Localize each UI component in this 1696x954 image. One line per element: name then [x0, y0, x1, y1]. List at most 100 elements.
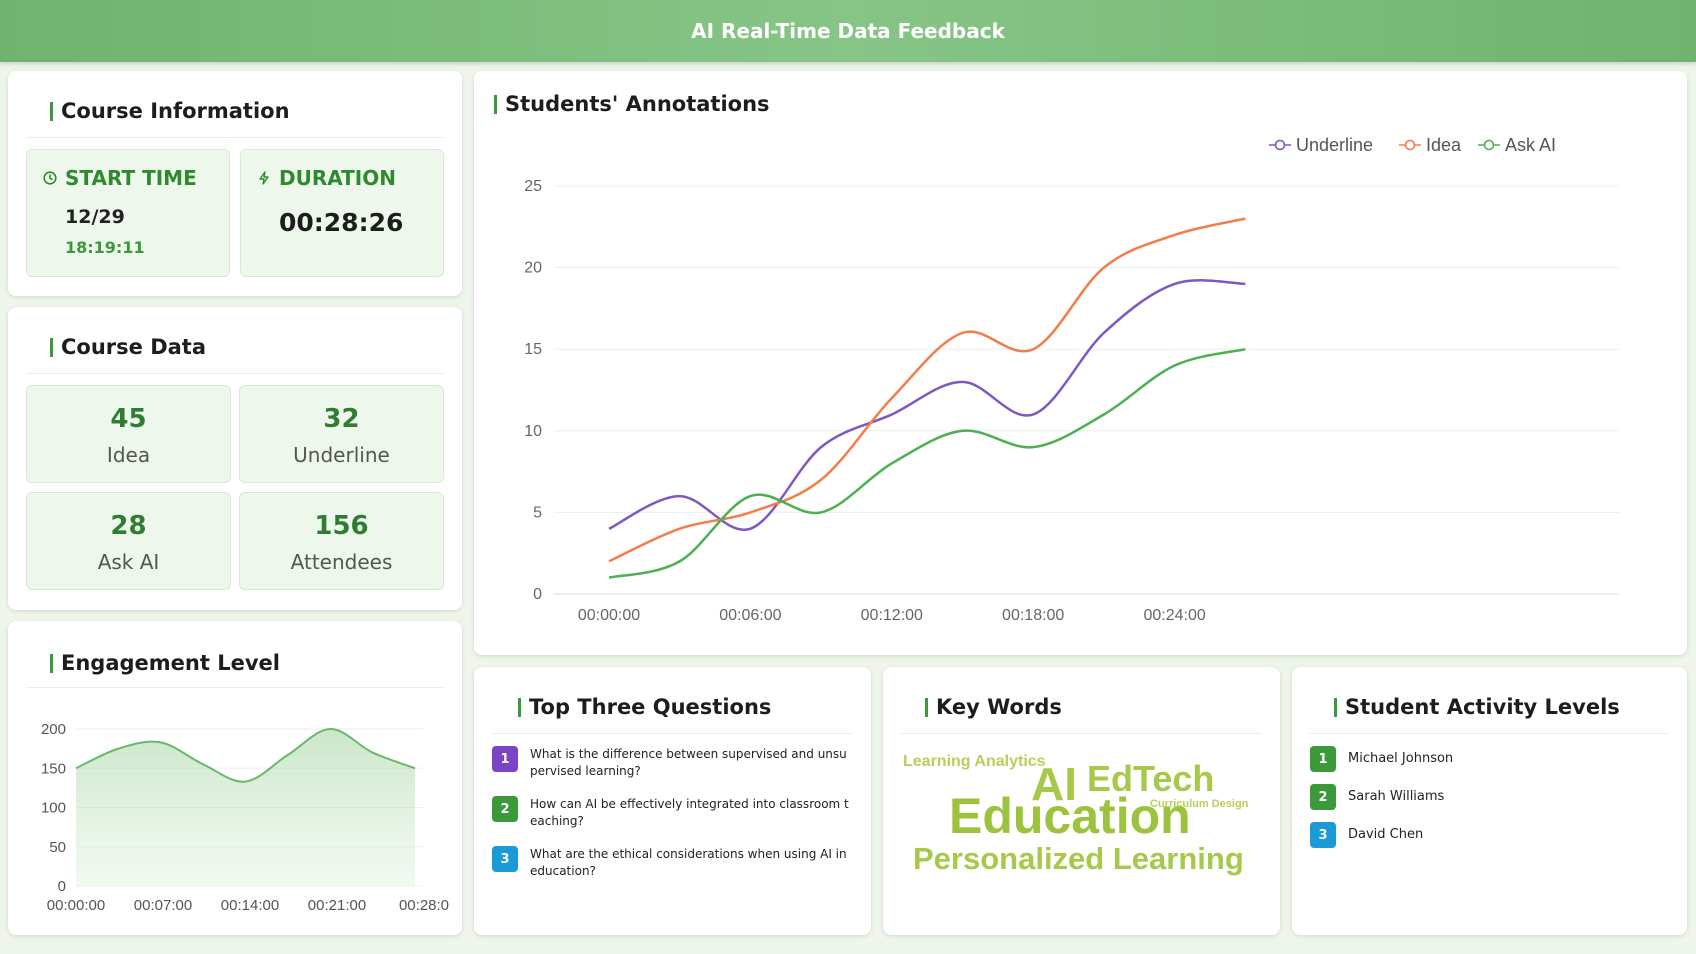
- y-tick-label: 50: [49, 839, 66, 856]
- stat-label: Underline: [293, 443, 390, 467]
- y-tick-label: 20: [524, 260, 542, 277]
- stat-tile-idea: 45 Idea: [26, 385, 231, 483]
- course-data-title: Course Data: [50, 335, 206, 359]
- engagement-area: [76, 728, 415, 886]
- divider: [26, 687, 444, 688]
- course-info-title-text: Course Information: [61, 99, 290, 123]
- clock-icon: [43, 171, 57, 185]
- x-tick-label: 00:18:00: [1002, 607, 1064, 624]
- x-tick-label: 00:00:00: [578, 607, 640, 624]
- stat-label: Idea: [106, 443, 151, 467]
- divider: [901, 733, 1262, 734]
- y-tick-label: 25: [524, 178, 542, 195]
- x-tick-label: 00:21:00: [308, 897, 366, 914]
- y-tick-label: 0: [533, 586, 542, 603]
- series-line: [608, 279, 1246, 532]
- lightning-icon: [259, 171, 269, 185]
- question-item[interactable]: 1 What is the difference between supervi…: [492, 746, 850, 780]
- y-tick-label: 150: [41, 760, 66, 777]
- course-data-card: Course Data 45 Idea 32 Underline 28 Ask …: [8, 307, 462, 610]
- student-item[interactable]: 1 Michael Johnson: [1310, 746, 1453, 772]
- start-time-tile: START TIME 12/29 18:19:11: [26, 149, 230, 277]
- annotations-card: Students' Annotations 0 5 10 15 20 25 00:00:00…: [474, 71, 1687, 655]
- start-date: 12/29: [65, 206, 125, 228]
- activity-title: Student Activity Levels: [1334, 695, 1620, 719]
- stat-value: 156: [314, 511, 369, 541]
- stat-label: Attendees: [290, 550, 393, 574]
- keywords-title-text: Key Words: [936, 695, 1062, 719]
- title-accent-bar: [494, 94, 497, 114]
- y-tick-label: 200: [41, 721, 66, 738]
- y-tick-label: 0: [58, 878, 66, 895]
- title-accent-bar: [50, 101, 53, 121]
- title-accent-bar: [925, 697, 928, 717]
- questions-title-text: Top Three Questions: [529, 695, 772, 719]
- start-time-value: 18:19:11: [65, 238, 145, 257]
- rank-badge: 2: [1310, 784, 1336, 810]
- title-accent-bar: [1334, 697, 1337, 717]
- divider: [26, 373, 444, 374]
- student-name: David Chen: [1348, 827, 1424, 842]
- duration-value: 00:28:26: [279, 208, 404, 237]
- start-time-label: START TIME: [43, 166, 197, 190]
- stat-value: 45: [110, 404, 147, 434]
- course-data-title-text: Course Data: [61, 335, 207, 359]
- legend-marker: [1274, 139, 1286, 151]
- legend-label: Ask AI: [1505, 135, 1556, 155]
- engagement-line: [75, 727, 416, 783]
- x-tick-label: 00:06:00: [719, 607, 781, 624]
- y-tick-label: 100: [41, 800, 66, 817]
- rank-badge: 2: [492, 796, 518, 822]
- course-info-title: Course Information: [50, 99, 290, 123]
- page-title: AI Real-Time Data Feedback: [691, 19, 1005, 43]
- title-accent-bar: [50, 653, 53, 673]
- y-tick-label: 10: [524, 423, 542, 440]
- question-item[interactable]: 2 How can AI be effectively integrated i…: [492, 796, 850, 830]
- keyword: Learning Analytics: [903, 753, 1046, 770]
- questions-card: Top Three Questions 1 What is the differ…: [474, 667, 871, 935]
- y-tick-label: 5: [533, 504, 542, 521]
- x-tick-label: 00:28:0: [399, 897, 449, 914]
- x-tick-label: 00:07:00: [134, 897, 192, 914]
- x-tick-label: 00:12:00: [861, 607, 923, 624]
- y-tick-label: 15: [524, 341, 542, 358]
- stat-value: 32: [323, 404, 360, 434]
- student-name: Michael Johnson: [1348, 751, 1454, 766]
- engagement-card: Engagement Level 0 50 100 150 200 00:00:00 00:…: [8, 621, 462, 935]
- rank-badge: 3: [492, 846, 518, 872]
- keyword: Personalized Learning: [913, 841, 1244, 876]
- legend-marker: [1404, 139, 1416, 151]
- engagement-title-text: Engagement Level: [61, 651, 280, 675]
- engagement-title: Engagement Level: [50, 651, 280, 675]
- question-text: What are the ethical considerations when…: [530, 847, 847, 878]
- question-item[interactable]: 3 What are the ethical considerations wh…: [492, 846, 850, 880]
- student-item[interactable]: 2 Sarah Williams: [1310, 784, 1444, 810]
- x-tick-label: 00:14:00: [221, 897, 279, 914]
- legend-label: Idea: [1426, 135, 1462, 155]
- student-item[interactable]: 3 David Chen: [1310, 822, 1423, 848]
- stat-tile-ask-ai: 28 Ask AI: [26, 492, 231, 590]
- rank-badge: 3: [1310, 822, 1336, 848]
- activity-card: Student Activity Levels 1 Michael Johnso…: [1292, 667, 1687, 935]
- student-name: Sarah Williams: [1348, 789, 1445, 804]
- keyword: Curriculum Design: [1150, 798, 1249, 810]
- rank-badge: 1: [1310, 746, 1336, 772]
- title-accent-bar: [518, 697, 521, 717]
- x-tick-label: 00:24:00: [1143, 607, 1205, 624]
- stat-label: Ask AI: [97, 550, 160, 574]
- divider: [492, 733, 853, 734]
- annotations-chart: 0 5 10 15 20 25 00:00:00 00:06:00 00:12:00 00:18:…: [524, 135, 1619, 624]
- word-cloud: Learning Analytics AI EdTech Curriculum …: [903, 753, 1249, 876]
- rank-badge: 1: [492, 746, 518, 772]
- keyword: AI: [1031, 758, 1077, 810]
- course-info-card: Course Information START TIME 12/29 18:1…: [8, 71, 462, 296]
- series-line: [608, 217, 1246, 563]
- legend-label: Underline: [1296, 135, 1373, 155]
- activity-title-text: Student Activity Levels: [1345, 695, 1620, 719]
- keyword: EdTech: [1087, 758, 1214, 799]
- annotations-title: Students' Annotations: [494, 92, 770, 116]
- question-text: What is the difference between supervise…: [530, 747, 847, 778]
- app-header: AI Real-Time Data Feedback: [0, 0, 1696, 62]
- legend-marker: [1483, 139, 1495, 151]
- x-tick-label: 00:00:00: [47, 897, 105, 914]
